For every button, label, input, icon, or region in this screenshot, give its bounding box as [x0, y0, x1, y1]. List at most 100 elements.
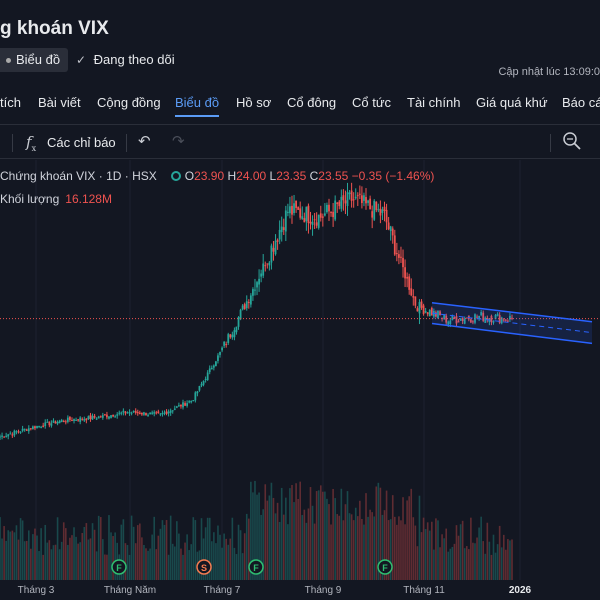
candle-body — [449, 320, 452, 324]
candle-body — [451, 315, 454, 321]
volume-bar — [274, 513, 277, 580]
candle-body — [303, 218, 306, 223]
volume-bar — [15, 525, 18, 580]
candle-body — [3, 436, 6, 438]
volume-bar — [30, 548, 32, 580]
event-marker-split[interactable]: S — [196, 559, 212, 575]
volume-bar — [139, 523, 141, 580]
volume-bar — [202, 538, 205, 580]
candle-body — [334, 200, 337, 220]
volume-bar — [420, 532, 423, 580]
undo-icon[interactable]: ↶ — [138, 133, 151, 150]
tab-analysis[interactable]: tích — [0, 95, 21, 110]
volume-bar — [326, 498, 328, 580]
candle-body — [23, 428, 26, 430]
volume-bar — [165, 520, 168, 580]
volume-bar — [377, 482, 380, 580]
tab-community[interactable]: Cộng đồng — [97, 95, 161, 110]
high-value: 24.00 — [236, 169, 267, 183]
volume-bar — [176, 521, 178, 580]
indicators-button[interactable]: Các chỉ báo — [47, 135, 116, 150]
volume-bar — [465, 546, 468, 580]
volume-bar — [102, 539, 104, 580]
volume-bar — [178, 533, 180, 580]
volume-bar — [11, 530, 14, 580]
volume-bar — [453, 543, 456, 580]
tab-reports[interactable]: Báo cá — [562, 95, 600, 110]
volume-bar — [7, 530, 10, 580]
candle-body — [313, 219, 316, 221]
candle-body — [157, 411, 160, 414]
volume-bar — [71, 535, 73, 580]
zoom-icon[interactable] — [562, 131, 582, 151]
volume-bar — [256, 494, 258, 580]
function-icon[interactable]: fx — [26, 133, 37, 153]
tab-chart[interactable]: Biểu đồ — [175, 95, 220, 110]
volume-bar — [313, 523, 316, 580]
tab-profile[interactable]: Hồ sơ — [236, 95, 272, 110]
event-marker-financial[interactable]: F — [377, 559, 393, 575]
volume-bar — [340, 488, 343, 580]
volume-value: 16.128M — [65, 192, 112, 206]
candle-body — [19, 431, 22, 433]
candle-body — [233, 330, 236, 338]
tab-history[interactable]: Giá quá khứ — [476, 95, 548, 110]
candle-body — [159, 413, 162, 415]
volume-bar — [478, 527, 480, 580]
candle-body — [420, 301, 423, 308]
candle-body — [342, 195, 345, 201]
candle-body — [344, 200, 347, 204]
volume-bar — [161, 520, 164, 580]
volume-bar — [54, 544, 57, 580]
follow-button[interactable]: ✓ Đang theo dõi — [76, 48, 175, 72]
updated-timestamp: Cập nhật lúc 13:09:0 — [498, 66, 600, 78]
chip-label: Biểu đồ — [16, 52, 61, 67]
tab-articles[interactable]: Bài viết — [38, 95, 81, 110]
candle-body — [0, 436, 1, 438]
event-marker-financial[interactable]: F — [111, 559, 127, 575]
candle-body — [358, 193, 361, 195]
candle-body — [25, 429, 28, 431]
tab-dividends[interactable]: Cổ tức — [352, 95, 392, 110]
volume-bar — [457, 535, 460, 580]
volume-bar — [163, 524, 166, 580]
candle-body — [441, 317, 443, 319]
volume-bar — [167, 554, 170, 580]
candle-body — [476, 316, 478, 318]
chart-view-chip[interactable]: Biểu đồ — [0, 48, 69, 72]
channel-upper-line — [431, 302, 593, 323]
candle-body — [58, 420, 61, 424]
event-marker-financial[interactable]: F — [248, 559, 264, 575]
tab-financials[interactable]: Tài chính — [407, 95, 461, 110]
candle-body — [340, 196, 343, 209]
volume-bar — [459, 524, 462, 580]
candle-body — [430, 307, 433, 316]
volume-bar — [229, 538, 232, 580]
candle-body — [435, 312, 437, 317]
candle-body — [215, 361, 217, 367]
symbol-label: Chứng khoán VIX · 1D · HSX — [0, 169, 157, 183]
volume-bar — [77, 543, 79, 580]
volume-bar — [317, 490, 320, 580]
volume-bar — [48, 540, 51, 580]
volume-bar — [173, 546, 176, 580]
candle-body — [291, 205, 293, 215]
candle-body — [153, 412, 156, 414]
tab-bar: tích Bài viết Cộng đồng Biểu đồ Hồ sơ Cổ… — [0, 90, 600, 118]
candle-body — [252, 289, 254, 296]
candle-body — [416, 308, 419, 312]
volume-bar — [112, 536, 114, 580]
volume-bar — [1, 538, 3, 580]
candle-body — [486, 318, 489, 320]
candle-body — [60, 419, 63, 422]
redo-icon[interactable]: ↷ — [172, 133, 185, 150]
svg-text:F: F — [382, 563, 388, 573]
candle-body — [274, 240, 277, 255]
candle-body — [437, 310, 439, 319]
volume-bar — [106, 554, 108, 580]
tab-shareholders[interactable]: Cổ đông — [287, 95, 337, 110]
volume-bar — [348, 513, 351, 580]
candle-body — [5, 435, 8, 437]
volume-bar — [231, 517, 234, 580]
